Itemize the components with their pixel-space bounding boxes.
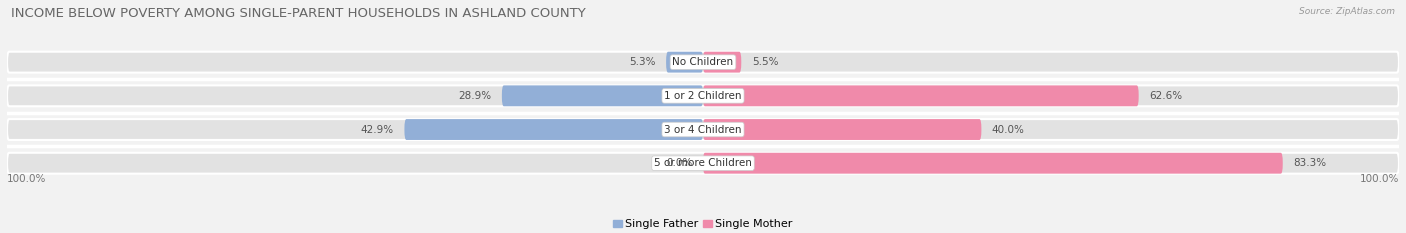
Text: 100.0%: 100.0% bbox=[7, 174, 46, 184]
FancyBboxPatch shape bbox=[405, 119, 703, 140]
FancyBboxPatch shape bbox=[666, 52, 703, 73]
Text: 100.0%: 100.0% bbox=[1360, 174, 1399, 184]
Text: 1 or 2 Children: 1 or 2 Children bbox=[664, 91, 742, 101]
Text: 5.5%: 5.5% bbox=[752, 57, 778, 67]
FancyBboxPatch shape bbox=[7, 119, 1399, 140]
Text: 0.0%: 0.0% bbox=[666, 158, 693, 168]
Text: No Children: No Children bbox=[672, 57, 734, 67]
FancyBboxPatch shape bbox=[502, 86, 703, 106]
Text: 62.6%: 62.6% bbox=[1149, 91, 1182, 101]
FancyBboxPatch shape bbox=[7, 52, 1399, 73]
Text: Source: ZipAtlas.com: Source: ZipAtlas.com bbox=[1299, 7, 1395, 16]
Legend: Single Father, Single Mother: Single Father, Single Mother bbox=[613, 219, 793, 229]
FancyBboxPatch shape bbox=[7, 153, 1399, 174]
FancyBboxPatch shape bbox=[703, 86, 1139, 106]
Text: 42.9%: 42.9% bbox=[361, 124, 394, 134]
Text: INCOME BELOW POVERTY AMONG SINGLE-PARENT HOUSEHOLDS IN ASHLAND COUNTY: INCOME BELOW POVERTY AMONG SINGLE-PARENT… bbox=[11, 7, 586, 20]
FancyBboxPatch shape bbox=[703, 153, 1282, 174]
Text: 40.0%: 40.0% bbox=[991, 124, 1025, 134]
Text: 5.3%: 5.3% bbox=[628, 57, 655, 67]
Text: 5 or more Children: 5 or more Children bbox=[654, 158, 752, 168]
Text: 3 or 4 Children: 3 or 4 Children bbox=[664, 124, 742, 134]
FancyBboxPatch shape bbox=[703, 119, 981, 140]
Text: 83.3%: 83.3% bbox=[1294, 158, 1326, 168]
FancyBboxPatch shape bbox=[703, 52, 741, 73]
Text: 28.9%: 28.9% bbox=[458, 91, 492, 101]
FancyBboxPatch shape bbox=[7, 86, 1399, 106]
